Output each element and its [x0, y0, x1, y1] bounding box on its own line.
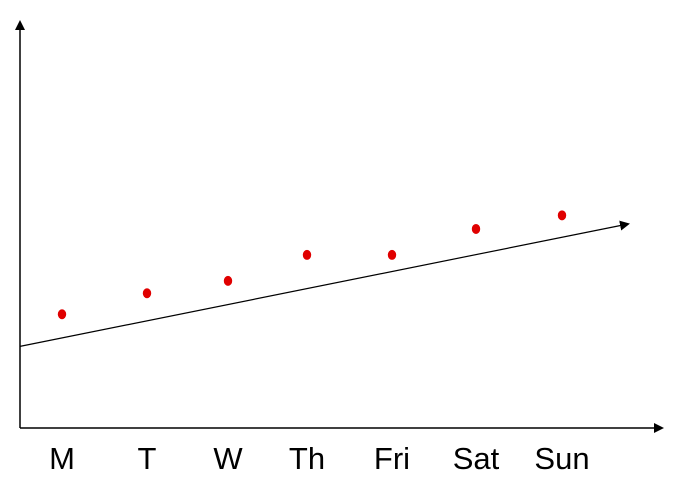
data-point-m [57, 309, 67, 320]
data-point-fri [387, 249, 397, 260]
data-point-th [302, 249, 312, 260]
x-tick-label-th: Th [289, 441, 325, 476]
data-point-w [223, 275, 233, 286]
x-tick-label-sun: Sun [534, 441, 589, 476]
x-tick-label-w: W [213, 441, 243, 476]
trend-line [19, 220, 630, 347]
x-tick-label-t: T [138, 441, 157, 476]
data-point-sun [557, 210, 567, 221]
x-tick-label-fri: Fri [374, 441, 410, 476]
x-tick-label-sat: Sat [453, 441, 500, 476]
data-points [57, 210, 567, 320]
data-point-sat [471, 223, 481, 234]
x-tick-labels: M T W Th Fri Sat Sun [49, 441, 590, 476]
data-point-t [142, 288, 152, 299]
x-tick-label-m: M [49, 441, 75, 476]
